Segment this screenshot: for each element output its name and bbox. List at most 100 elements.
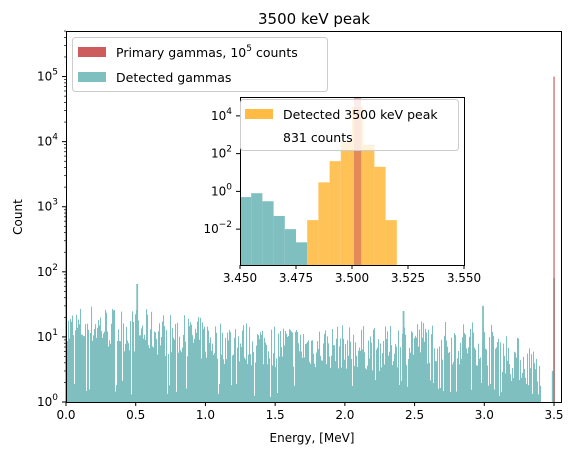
detected-gammas-bar xyxy=(180,350,182,402)
detected-gammas-bar xyxy=(150,329,152,402)
detected-gammas-bar xyxy=(81,334,83,402)
detected-gammas-bar xyxy=(534,363,536,402)
detected-gammas-bar xyxy=(77,327,79,402)
y-tick-label: 104 xyxy=(37,133,58,149)
detected-gammas-bar xyxy=(248,354,250,402)
detected-gammas-bar xyxy=(389,351,391,402)
detected-gammas-bar xyxy=(332,328,334,402)
detected-gammas-bar xyxy=(86,391,88,402)
detected-gammas-bar xyxy=(74,384,76,402)
detected-gammas-bar xyxy=(486,349,488,402)
detected-gammas-bar xyxy=(189,326,191,402)
detected-gammas-bar xyxy=(322,360,324,402)
detected-gammas-bar xyxy=(283,328,285,402)
detected-gammas-bar xyxy=(487,365,489,402)
detected-gammas-bar xyxy=(266,344,268,402)
detected-gammas-bar xyxy=(181,352,183,402)
detected-gammas-bar xyxy=(218,393,220,402)
detected-gammas-bar xyxy=(303,334,305,402)
detected-gammas-bar xyxy=(452,364,454,402)
main-y-ticks: 100 101 102 103 104 105 xyxy=(37,30,66,409)
detected-gammas-bar xyxy=(162,321,164,402)
detected-gammas-bar xyxy=(380,343,382,402)
detected-gammas-bar xyxy=(512,367,514,402)
detected-gammas-bar xyxy=(500,342,502,402)
detected-gammas-bar xyxy=(429,362,431,402)
detected-gammas-bar xyxy=(148,345,150,402)
detected-gammas-bar xyxy=(345,343,347,402)
legend-label-counts: 831 counts xyxy=(283,130,353,145)
detected-gammas-bar xyxy=(158,331,160,402)
detected-gammas-bar xyxy=(95,324,97,402)
detected-gammas-bar xyxy=(334,345,336,402)
detected-gammas-bar xyxy=(477,365,479,402)
detected-gammas-bar xyxy=(157,354,159,402)
primary-gammas-bar xyxy=(553,76,555,402)
inset-axes: 3.450 3.475 3.500 3.525 3.550 10−2100102104 … xyxy=(203,97,481,285)
detected-gammas-bar xyxy=(135,314,137,402)
detected-gammas-bar xyxy=(413,354,415,402)
legend-swatch-peak xyxy=(245,109,273,119)
inset-y-tick-label: 100 xyxy=(211,182,232,198)
detected-gammas-bar xyxy=(383,340,385,402)
detected-gammas-bar xyxy=(126,326,128,402)
detected-gammas-bar xyxy=(232,355,234,402)
detected-gammas-bar xyxy=(510,374,512,402)
detected-gammas-bar xyxy=(526,383,528,402)
detected-gammas-bar xyxy=(241,346,243,402)
detected-gammas-bar xyxy=(186,388,188,402)
detected-gammas-bar xyxy=(299,351,301,402)
detected-gammas-bar xyxy=(168,354,170,402)
detected-gammas-bar xyxy=(337,326,339,402)
detected-gammas-bar xyxy=(159,323,161,402)
detected-gammas-peak xyxy=(482,305,484,402)
detected-gammas-bar xyxy=(177,322,179,402)
detected-gammas-bar xyxy=(226,359,228,402)
detected-gammas-bar xyxy=(449,351,451,402)
detected-gammas-bar xyxy=(211,350,213,402)
detected-gammas-bar xyxy=(353,334,355,402)
detected-gammas-bar xyxy=(167,393,169,402)
main-axes-frame xyxy=(66,31,562,403)
detected-gammas-bar xyxy=(438,388,440,402)
detected-gammas-bar xyxy=(357,366,359,402)
detected-gammas-bar xyxy=(101,331,103,402)
detected-gammas-bar xyxy=(311,340,313,402)
detected-gammas-bar xyxy=(91,306,93,402)
detected-gammas-bar xyxy=(503,343,505,402)
detected-gammas-bar xyxy=(146,309,148,402)
detected-gammas-bar xyxy=(416,337,418,402)
detected-gammas-bar xyxy=(272,365,274,402)
detected-gammas-bar xyxy=(153,347,155,402)
detected-gammas-bar xyxy=(514,351,516,402)
detected-gammas-bar xyxy=(305,344,307,402)
detected-gammas-bar xyxy=(325,330,327,402)
detected-gammas-bar xyxy=(356,355,358,402)
inset-legend-box xyxy=(240,99,459,151)
detected-gammas-bar xyxy=(243,325,245,402)
detected-gammas-bar xyxy=(494,389,496,402)
detected-gammas-bar xyxy=(209,342,211,402)
detected-gammas-bar xyxy=(406,364,408,402)
detected-gammas-bar xyxy=(339,346,341,402)
detected-gammas-bar xyxy=(457,358,459,402)
detected-gammas-bar xyxy=(294,385,296,402)
detected-gammas-bar xyxy=(504,355,506,402)
detected-gammas-bar xyxy=(111,323,113,402)
detected-gammas-bar xyxy=(505,373,507,402)
detected-gammas-bar xyxy=(513,377,515,402)
detected-gammas-bar xyxy=(291,331,293,402)
detected-gammas-bar xyxy=(78,319,80,402)
detected-gammas-bar xyxy=(490,383,492,402)
detected-gammas-bar xyxy=(264,337,266,402)
detected-gammas-bar xyxy=(285,331,287,402)
inset-bar xyxy=(329,161,341,265)
detected-gammas-bar xyxy=(309,361,311,402)
detected-gammas-bar xyxy=(234,337,236,402)
detected-gammas-bar xyxy=(163,315,165,402)
detected-gammas-bar xyxy=(208,330,210,402)
detected-gammas-bar xyxy=(132,311,134,402)
detected-gammas-bar xyxy=(143,338,145,402)
detected-gammas-bar xyxy=(70,318,72,402)
detected-gammas-series xyxy=(66,278,556,402)
